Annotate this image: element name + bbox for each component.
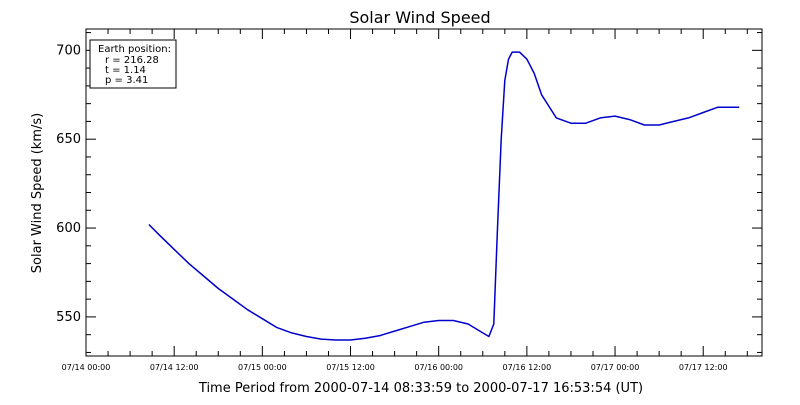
x-tick-label: 07/16 12:00 <box>503 363 552 372</box>
y-tick-label: 550 <box>56 310 81 325</box>
x-tick-label: 07/15 00:00 <box>238 363 287 372</box>
x-tick-label: 07/15 12:00 <box>326 363 375 372</box>
earth-position-box: Earth position: r = 216.28 t = 1.14 p = … <box>89 39 177 89</box>
earth-position-t: t = 1.14 <box>105 65 146 76</box>
earth-position-heading: Earth position: <box>98 44 171 55</box>
x-tick-label: 07/14 00:00 <box>62 363 111 372</box>
y-tick-label: 700 <box>56 43 81 58</box>
y-axis-label: Solar Wind Speed (km/s) <box>30 113 45 273</box>
x-axis-label: Time Period from 2000-07-14 08:33:59 to … <box>198 381 643 396</box>
x-tick-label: 07/17 00:00 <box>591 363 640 372</box>
chart-title: Solar Wind Speed <box>349 8 490 27</box>
y-tick-label: 600 <box>56 221 81 236</box>
series-line-wind-speed <box>148 51 740 341</box>
y-tick-label: 650 <box>56 132 81 147</box>
x-tick-label: 07/16 00:00 <box>414 363 463 372</box>
earth-position-r: r = 216.28 <box>105 55 159 66</box>
earth-position-frame <box>89 39 177 89</box>
x-tick-label: 07/17 12:00 <box>679 363 728 372</box>
earth-position-p: p = 3.41 <box>105 75 148 86</box>
axis-ticks: 550 600 650 700 07/14 00:00 07/14 12:00 07/15 … <box>56 29 762 372</box>
x-tick-label: 07/14 12:00 <box>150 363 199 372</box>
